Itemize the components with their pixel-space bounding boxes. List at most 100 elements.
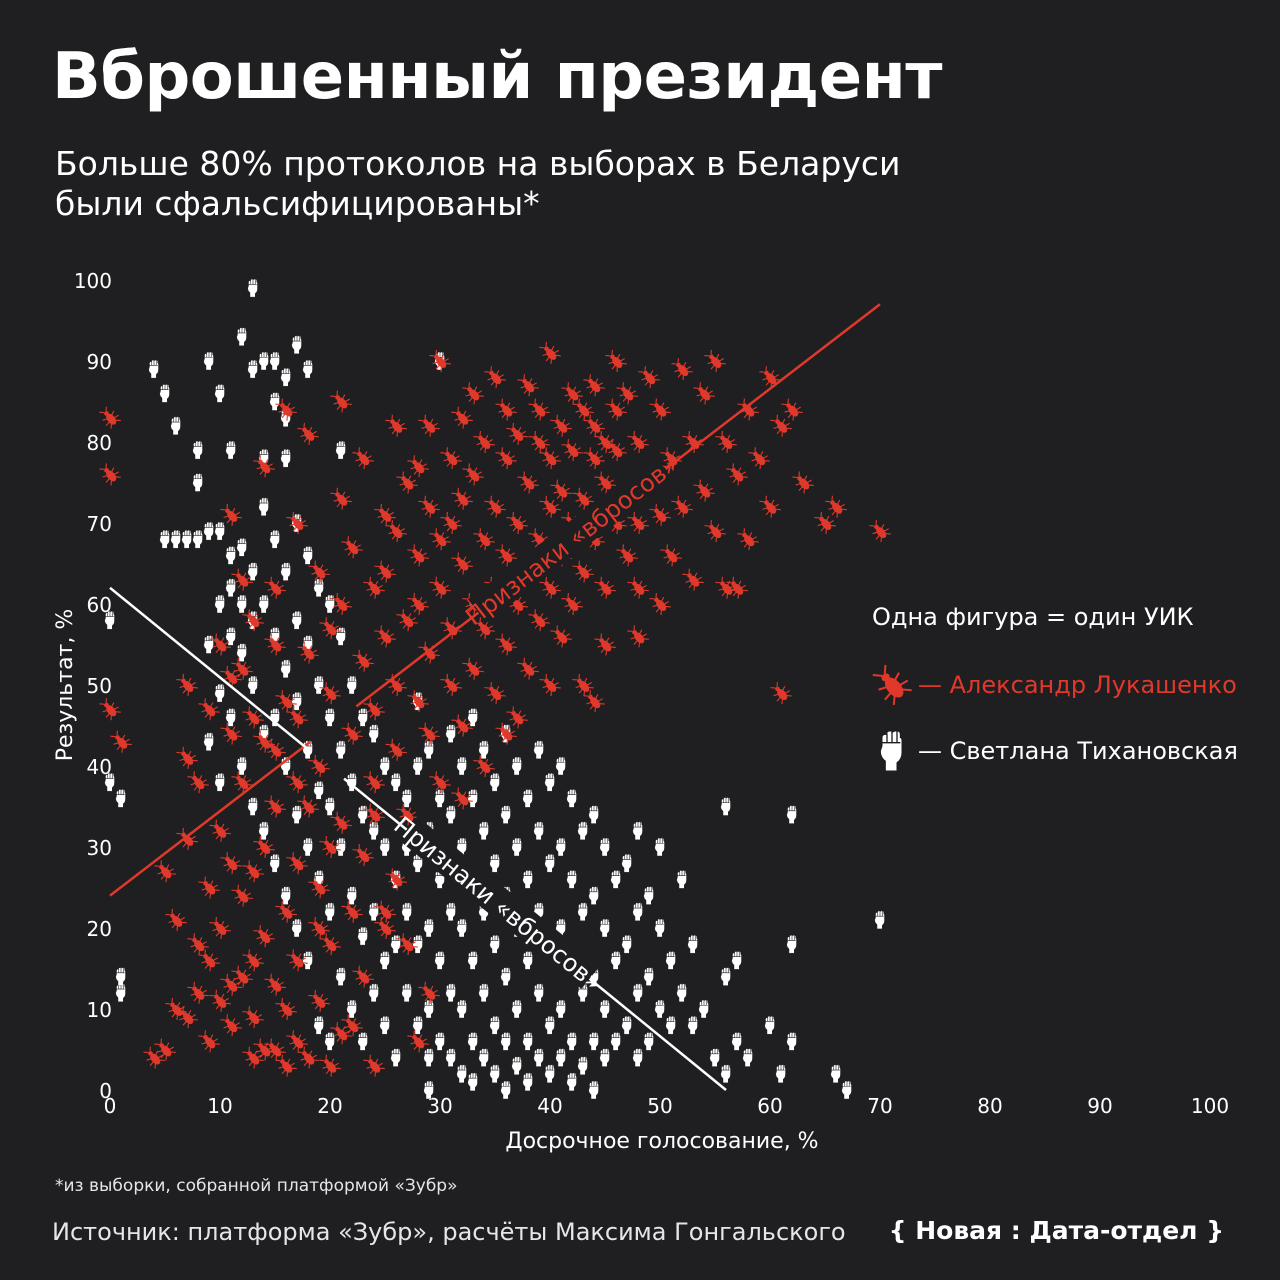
data-point [291, 335, 302, 354]
data-point [225, 578, 236, 597]
data-point [720, 967, 731, 986]
data-point [115, 983, 126, 1002]
data-point [242, 1006, 264, 1029]
data-point [566, 789, 577, 808]
data-point [687, 1016, 698, 1035]
data-point [748, 447, 770, 470]
data-point [621, 854, 632, 873]
data-point [632, 983, 643, 1002]
data-point [247, 797, 258, 816]
data-point [478, 1048, 489, 1067]
data-point [275, 998, 297, 1020]
data-point [654, 919, 665, 937]
data-point [555, 757, 566, 775]
x-tick-label: 10 [207, 1094, 232, 1118]
data-point [192, 441, 203, 460]
data-point [621, 1016, 632, 1035]
data-point [330, 390, 352, 413]
data-point [368, 983, 379, 1002]
data-point [649, 398, 671, 421]
data-point [280, 449, 291, 468]
data-point [484, 682, 506, 705]
brand-logo: { Новая : Дата-отдел } [888, 1216, 1224, 1245]
data-point [412, 935, 423, 954]
data-point [676, 983, 687, 1002]
data-point [610, 951, 621, 970]
data-point [869, 520, 891, 543]
data-point [324, 1032, 335, 1051]
data-point [572, 674, 594, 696]
data-point [561, 382, 583, 405]
x-axis-title: Досрочное голосование, % [505, 1129, 818, 1154]
data-point [627, 625, 649, 648]
data-point [363, 1054, 385, 1077]
data-point [627, 431, 649, 453]
data-point [302, 838, 313, 856]
data-point [225, 546, 236, 565]
data-point [165, 908, 187, 931]
data-point [533, 1048, 544, 1067]
legend-item-tikhanovskaya: — Светлана Тихановская [872, 731, 1272, 771]
data-point [99, 463, 121, 486]
data-point [407, 593, 429, 615]
data-point [522, 789, 533, 808]
data-point [390, 935, 401, 954]
data-point [418, 495, 440, 518]
data-point [379, 1016, 390, 1035]
data-point [599, 1048, 610, 1067]
data-point [220, 1014, 242, 1037]
data-point [456, 757, 467, 775]
data-point [588, 1081, 599, 1099]
data-point [649, 593, 671, 615]
y-tick-label: 100 [74, 269, 112, 293]
data-point [401, 902, 412, 921]
data-point [258, 595, 269, 613]
data-point [500, 805, 511, 824]
data-point [506, 512, 528, 534]
data-point [709, 1048, 720, 1067]
data-point [313, 781, 324, 800]
data-point [247, 279, 258, 298]
data-point [467, 1072, 478, 1091]
data-point [495, 633, 517, 656]
data-point [374, 560, 396, 583]
data-point [704, 350, 726, 372]
data-point [577, 821, 588, 840]
data-point [253, 925, 275, 948]
data-point [682, 568, 704, 591]
data-point [434, 789, 445, 808]
x-tick-label: 40 [537, 1094, 562, 1118]
data-point [264, 973, 286, 996]
data-point [566, 1072, 577, 1091]
annotation-line [109, 586, 308, 750]
data-point [159, 384, 170, 403]
data-point [341, 536, 363, 559]
data-point [825, 495, 847, 518]
data-point [759, 366, 781, 389]
data-point [759, 495, 781, 518]
data-point [588, 1032, 599, 1051]
data-point [412, 757, 423, 775]
data-point [352, 447, 374, 470]
data-point [599, 919, 610, 937]
data-point [528, 609, 550, 632]
page-subtitle: Больше 80% протоколов на выборах в Белар… [55, 144, 1055, 224]
data-point [280, 659, 291, 678]
data-point [429, 576, 451, 599]
data-point [588, 886, 599, 905]
data-point [110, 730, 132, 753]
data-point [671, 495, 693, 518]
y-tick-label: 20 [87, 917, 112, 941]
data-point [555, 838, 566, 856]
data-point [269, 352, 280, 370]
data-point [517, 471, 539, 494]
data-point [203, 352, 214, 370]
data-point [786, 935, 797, 954]
data-point [500, 1081, 511, 1099]
data-point [352, 965, 374, 988]
data-point [302, 360, 313, 379]
data-point [390, 773, 401, 792]
data-point [643, 886, 654, 905]
data-point [368, 724, 379, 743]
